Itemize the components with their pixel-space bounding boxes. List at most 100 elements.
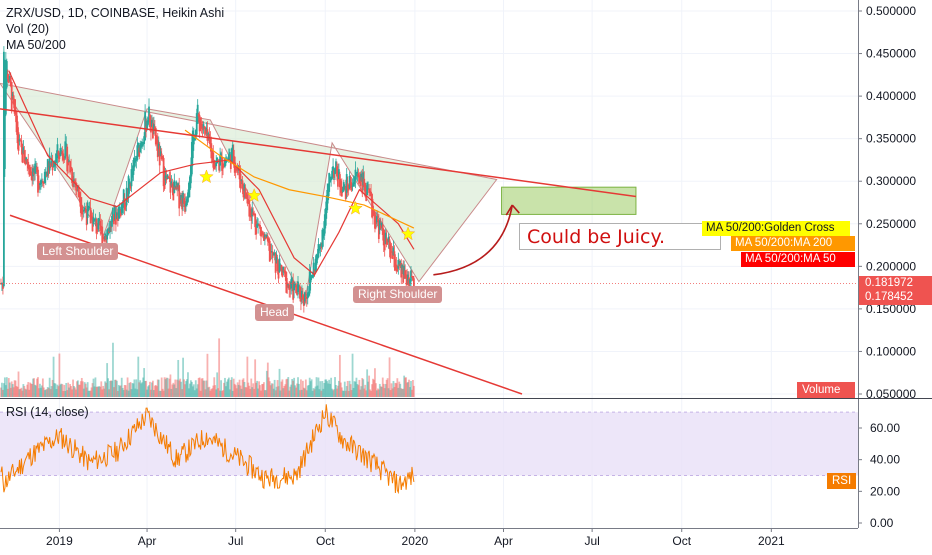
rsi-legend: RSI (14, close) [6,405,89,419]
volume-bar [207,387,210,397]
target-box [501,186,637,215]
volume-bar [173,384,176,397]
right-shoulder-label[interactable]: Right Shoulder [353,286,443,303]
volume-bar [186,379,188,397]
volume-bar [259,385,261,397]
volume-bar [248,385,251,397]
candle-body [176,184,179,190]
volume-bar [172,382,175,397]
volume-bar [108,389,110,397]
rsi-line [0,404,415,495]
candle-body [67,159,70,166]
volume-bar [36,378,38,397]
volume-bar [396,378,399,397]
candle-body [167,176,170,178]
candle-body [70,166,72,171]
volume-bar [160,377,163,397]
head-label[interactable]: Head [255,304,294,321]
volume-bar [105,382,108,397]
volume-bar [366,369,369,397]
volume-bar [388,357,391,397]
candle-body [82,210,85,212]
candle-body [301,293,304,300]
volume-bar [262,383,264,397]
volume-bar [317,377,320,397]
volume-bar [53,383,56,397]
candle-body [288,284,291,290]
volume-bar [393,386,396,397]
volume-bar [277,386,280,397]
projection-arrow [433,204,514,276]
volume-bar [20,387,23,397]
volume-bar [199,390,202,397]
volume-bar [372,378,374,397]
candle-body [122,189,125,207]
candle-body [154,128,157,145]
candle-body [338,169,340,180]
candle-body [84,209,87,213]
candle-body [2,283,4,289]
volume-bar [155,386,158,397]
candle-body [293,283,296,291]
volume-bar [227,377,230,397]
volume-bar [135,379,138,397]
volume-bar [334,377,336,397]
volume-bar [260,390,262,397]
candle-body [227,154,230,160]
volume-bar [330,377,333,397]
volume-bar [345,386,348,397]
volume-bar [356,384,359,397]
candle-body [34,163,36,174]
volume-bar [163,377,166,397]
candle-body [85,210,88,226]
juicy-annotation[interactable]: Could be Juicy. [519,223,721,250]
candle-body [133,157,136,168]
candle-body [109,220,111,233]
candle-body [367,188,370,190]
candle-body [350,183,353,191]
candle-body [119,209,122,217]
candle-body [205,127,208,131]
volume-bar [27,382,30,397]
candle-body [272,254,275,256]
volume-bar [7,378,10,397]
candle-body [235,167,238,170]
volume-bar [179,378,182,397]
volume-bar [196,384,199,397]
candle-body [215,160,218,167]
candle-body [44,171,47,178]
volume-bar [92,378,95,397]
candle-body [149,114,151,128]
volume-bar [2,383,5,397]
volume-bar [376,388,379,397]
candle-body [180,194,183,201]
volume-bar [61,384,64,397]
candle-body [411,275,413,277]
volume-bar [109,381,111,397]
candle-body [283,269,286,272]
candle-body [264,236,267,239]
volume-bar [351,353,354,397]
candle-body [375,220,377,224]
candle-body [107,228,110,235]
volume-bar [236,382,239,397]
left-shoulder-label[interactable]: Left Shoulder [37,243,119,260]
candle-body [239,173,242,189]
candle-body [137,142,140,153]
candle-body [308,271,311,294]
volume-bar [144,381,147,397]
volume-bar [342,390,345,397]
candle-body [40,180,42,185]
candle-body [116,215,119,221]
volume-bar [344,390,347,397]
candle-body [168,177,171,179]
candle-body [169,178,172,193]
volume-bar [378,383,381,397]
candle-body [329,178,332,183]
candle-body [110,226,112,228]
candle-body [54,160,57,165]
candle-body [370,191,372,197]
volume-bar [138,382,141,397]
volume-bar [32,378,35,397]
